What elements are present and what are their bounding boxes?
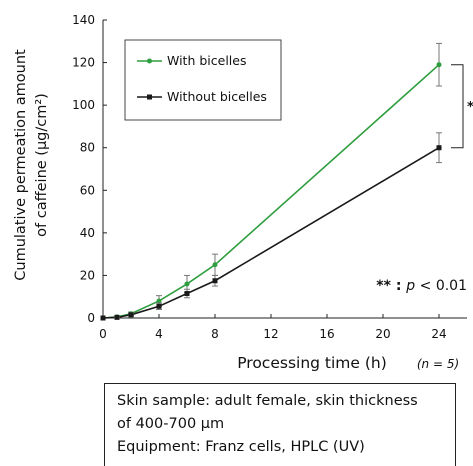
- chart-marks: [100, 42, 442, 321]
- x-tick-label: 0: [99, 327, 107, 341]
- data-point: [212, 278, 218, 284]
- axis-ticks: 0 20 40 60 80 100 120 140 0 4 8 12 16 20 24: [72, 13, 447, 341]
- y-tick-label: 80: [80, 141, 95, 155]
- sample-size-note: (n = 5): [417, 357, 459, 371]
- data-point: [156, 303, 162, 309]
- data-point: [436, 145, 442, 151]
- legend-label-0: With bicelles: [167, 53, 246, 68]
- legend-marker: [147, 94, 152, 100]
- data-point: [114, 314, 120, 320]
- y-tick-label: 60: [80, 183, 95, 197]
- y-tick-label: 120: [72, 56, 95, 70]
- x-tick-label: 20: [375, 327, 390, 341]
- note-line-1: Skin sample: adult female, skin thicknes…: [117, 393, 418, 409]
- x-axis-label: Processing time (h): [237, 354, 387, 372]
- y-tick-label: 100: [72, 98, 95, 112]
- data-point: [156, 298, 162, 304]
- significance-bracket: [451, 64, 464, 149]
- legend-marker: [147, 58, 152, 64]
- legend: With bicelles Without bicelles: [124, 39, 282, 121]
- legend-box: [124, 39, 282, 121]
- legend-label-1: Without bicelles: [167, 89, 267, 104]
- significance-marker: **: [467, 100, 473, 115]
- y-tick-label: 0: [87, 311, 95, 325]
- data-point: [436, 62, 442, 68]
- note-line-3: Equipment: Franz cells, HPLC (UV): [117, 439, 365, 455]
- data-point: [100, 315, 106, 321]
- y-tick-label: 40: [80, 226, 95, 240]
- annotations: ** ** : p < 0.01 (n = 5): [376, 64, 473, 371]
- x-tick-label: 24: [431, 327, 446, 341]
- y-tick-label: 20: [80, 268, 95, 282]
- x-tick-label: 16: [319, 327, 334, 341]
- y-tick-label: 140: [72, 13, 95, 27]
- experiment-notes: Skin sample: adult female, skin thicknes…: [104, 383, 456, 466]
- x-tick-label: 8: [211, 327, 219, 341]
- p-value-note: ** : p < 0.01: [376, 278, 467, 294]
- data-point: [184, 291, 190, 297]
- permeation-chart: Processing time (h) Cumulative permeation…: [13, 13, 473, 372]
- chart-axes: Processing time (h) Cumulative permeation…: [13, 20, 467, 372]
- x-tick-label: 12: [263, 327, 278, 341]
- x-tick-label: 4: [155, 327, 163, 341]
- note-line-2: of 400-700 µm: [117, 416, 225, 432]
- y-axis-label-line-2: of caffeine (µg/cm²): [34, 93, 50, 237]
- y-axis-label-line-1: Cumulative permeation amount: [13, 49, 29, 281]
- data-point: [184, 281, 190, 287]
- data-point: [128, 312, 134, 318]
- data-point: [212, 262, 218, 268]
